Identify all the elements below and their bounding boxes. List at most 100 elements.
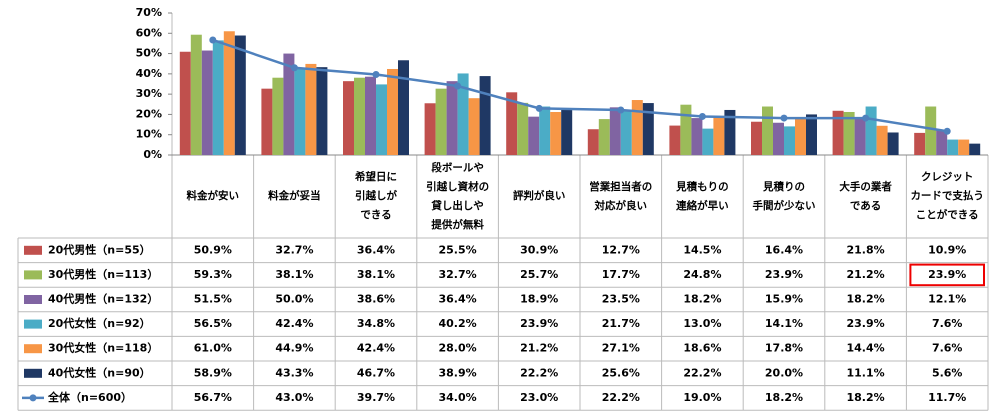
table-cell: 20.0% [765, 366, 803, 379]
bar [702, 128, 714, 155]
bar [190, 34, 202, 155]
bar [958, 139, 970, 155]
line [212, 38, 948, 133]
table-cell: 18.2% [765, 391, 803, 404]
table-cell: 21.7% [602, 317, 640, 330]
y-tick-label: 50% [136, 47, 162, 60]
table-cell: 18.2% [847, 391, 885, 404]
y-tick-label: 0% [143, 148, 162, 161]
line-marker [617, 106, 625, 114]
bar [773, 122, 784, 155]
bar [724, 109, 736, 155]
table-cell: 13.0% [683, 317, 721, 330]
table-cell: 34.0% [439, 391, 477, 404]
bar [550, 111, 562, 155]
table-cell: 14.4% [847, 342, 885, 355]
category-label: 大手の業者 である [839, 180, 892, 212]
table-cell: 19.0% [683, 391, 721, 404]
bar [751, 121, 762, 155]
table-cell: 23.9% [520, 317, 558, 330]
table-cell: 32.7% [439, 268, 477, 281]
table-cell: 38.1% [357, 268, 395, 281]
bar [234, 35, 246, 155]
table-cell: 25.5% [439, 243, 477, 256]
table-cell: 36.4% [357, 243, 395, 256]
category-label: 希望日に 引越しが できる [354, 171, 397, 221]
table-cell: 61.0% [194, 342, 232, 355]
bar [642, 103, 654, 155]
table-cell: 56.7% [194, 391, 232, 404]
table-cell: 51.5% [194, 293, 232, 306]
bar [587, 129, 599, 155]
line-marker [862, 114, 870, 122]
legend-label: 30代男性（n=113） [48, 267, 158, 281]
legend-swatch [24, 344, 42, 354]
bar [343, 81, 354, 155]
bar [212, 40, 224, 156]
table-cell: 12.1% [928, 293, 966, 306]
legend-swatch [24, 295, 42, 304]
legend-marker [29, 394, 37, 402]
bar [691, 118, 703, 155]
line-marker [535, 104, 543, 112]
line-marker [209, 36, 217, 44]
table-cell: 18.6% [683, 342, 721, 355]
table-cell: 25.6% [602, 366, 640, 379]
table-cell: 21.2% [847, 268, 885, 281]
bar [365, 76, 376, 155]
bar [305, 63, 317, 155]
table-cell: 56.5% [194, 317, 232, 330]
table-cell: 12.7% [602, 243, 640, 256]
bar [435, 88, 447, 155]
bar [598, 119, 610, 155]
table-cell: 34.8% [357, 317, 395, 330]
bar [887, 132, 899, 155]
table-cell: 17.8% [765, 342, 803, 355]
bar [854, 118, 866, 155]
category-label: 見積もりの 連絡が早い [676, 180, 729, 212]
table-cell: 10.9% [928, 243, 966, 256]
table-cell: 18.2% [847, 293, 885, 306]
table-cell: 30.9% [520, 243, 558, 256]
bar [620, 110, 632, 155]
highlight-box [909, 263, 986, 287]
bar [609, 107, 621, 155]
legend-swatch [24, 319, 42, 329]
table-cell: 50.9% [194, 243, 232, 256]
table-cell: 27.1% [602, 342, 640, 355]
y-tick-label: 30% [136, 87, 162, 100]
bar [424, 103, 436, 155]
table-cell: 38.1% [275, 268, 313, 281]
bar [446, 81, 458, 155]
category-label: 段ボールや 引越し資材の 貸し出しや 提供が無料 [426, 161, 490, 231]
bar [832, 110, 844, 155]
category-label: 料金が妥当 [268, 190, 321, 202]
table-cell: 25.7% [520, 268, 558, 281]
table-cell: 38.9% [439, 366, 477, 379]
bar [680, 104, 692, 155]
legend-label: 20代女性（n=92） [48, 316, 151, 330]
legend-swatch [24, 270, 42, 280]
bar [294, 68, 306, 155]
table-cell: 22.2% [602, 391, 640, 404]
bar [528, 116, 540, 155]
bar [223, 31, 235, 156]
y-tick-label: 60% [136, 26, 162, 39]
bar [354, 77, 365, 155]
line-marker [372, 70, 380, 78]
table-cell: 50.0% [275, 293, 313, 306]
bar [261, 88, 273, 155]
y-tick-label: 10% [136, 128, 162, 141]
bar [795, 118, 806, 155]
bar [272, 77, 284, 155]
table-cell: 46.7% [357, 366, 395, 379]
table-cell: 43.0% [275, 391, 313, 404]
table-cell: 59.3% [194, 268, 232, 281]
legend-swatch [24, 245, 42, 255]
bar [517, 102, 529, 155]
table-cell: 38.6% [357, 293, 395, 306]
bar [669, 125, 681, 155]
legend-swatch [24, 368, 42, 378]
bar [914, 132, 926, 155]
bar [539, 106, 551, 155]
